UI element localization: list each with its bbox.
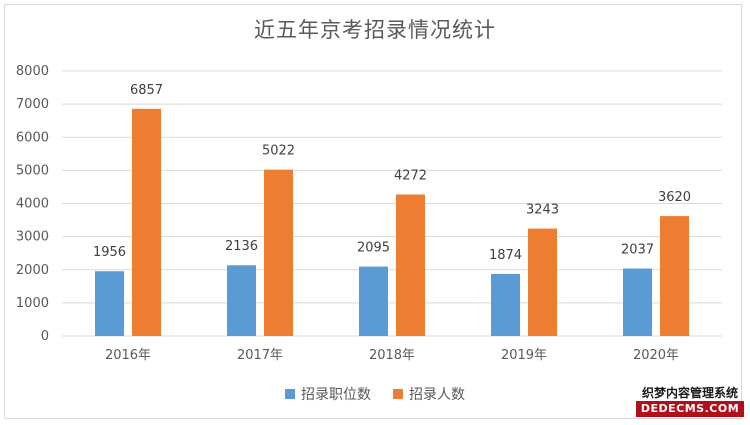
bar-people — [132, 108, 161, 336]
y-tick-label: 5000 — [16, 163, 49, 178]
legend-item-positions: 招录职位数 — [285, 384, 371, 404]
x-tick-label: 2020年 — [633, 348, 679, 363]
x-tick-label: 2017年 — [237, 348, 283, 363]
legend: 招录职位数 招录人数 — [0, 384, 750, 404]
legend-swatch-people — [393, 389, 403, 399]
bar-people — [660, 216, 689, 336]
x-tick-label: 2016年 — [105, 348, 151, 363]
legend-label-positions: 招录职位数 — [301, 387, 371, 403]
x-tick-label: 2019年 — [501, 348, 547, 363]
bar-people — [396, 194, 425, 336]
y-tick-label: 8000 — [16, 64, 49, 79]
legend-label-people: 招录人数 — [409, 387, 465, 403]
data-label: 3620 — [658, 190, 691, 205]
data-label: 1956 — [93, 245, 126, 260]
chart-title: 近五年京考招录情况统计 — [254, 18, 496, 42]
bar-people — [528, 228, 557, 336]
legend-swatch-positions — [285, 389, 295, 399]
legend-item-people: 招录人数 — [393, 384, 465, 404]
y-tick-label: 2000 — [16, 263, 49, 278]
bar-positions — [359, 266, 388, 336]
x-tick-label: 2018年 — [369, 348, 415, 363]
bar-people — [264, 169, 293, 336]
bar-positions — [491, 273, 520, 336]
data-label: 1874 — [489, 248, 522, 263]
data-label: 5022 — [262, 144, 295, 159]
data-label: 2136 — [225, 239, 258, 254]
chart-frame — [4, 4, 742, 419]
watermark-line1: 织梦内容管理系统 — [641, 386, 738, 400]
bar-positions — [95, 271, 124, 336]
data-label: 6857 — [130, 83, 163, 98]
y-tick-label: 6000 — [16, 130, 49, 145]
watermark-line2: DEDECMS.COM — [636, 401, 744, 417]
bar-positions — [623, 268, 652, 336]
watermark-logo: 织梦内容管理系统 DEDECMS.COM — [636, 385, 744, 421]
bar-positions — [227, 265, 256, 336]
data-label: 2037 — [621, 243, 654, 258]
y-tick-label: 7000 — [16, 97, 49, 112]
y-tick-label: 1000 — [16, 296, 49, 311]
y-tick-label: 0 — [41, 329, 49, 344]
data-label: 2095 — [357, 241, 390, 256]
data-label: 3243 — [526, 203, 559, 218]
y-tick-label: 4000 — [16, 197, 49, 212]
y-tick-label: 3000 — [16, 230, 49, 245]
data-label: 4272 — [394, 168, 427, 183]
